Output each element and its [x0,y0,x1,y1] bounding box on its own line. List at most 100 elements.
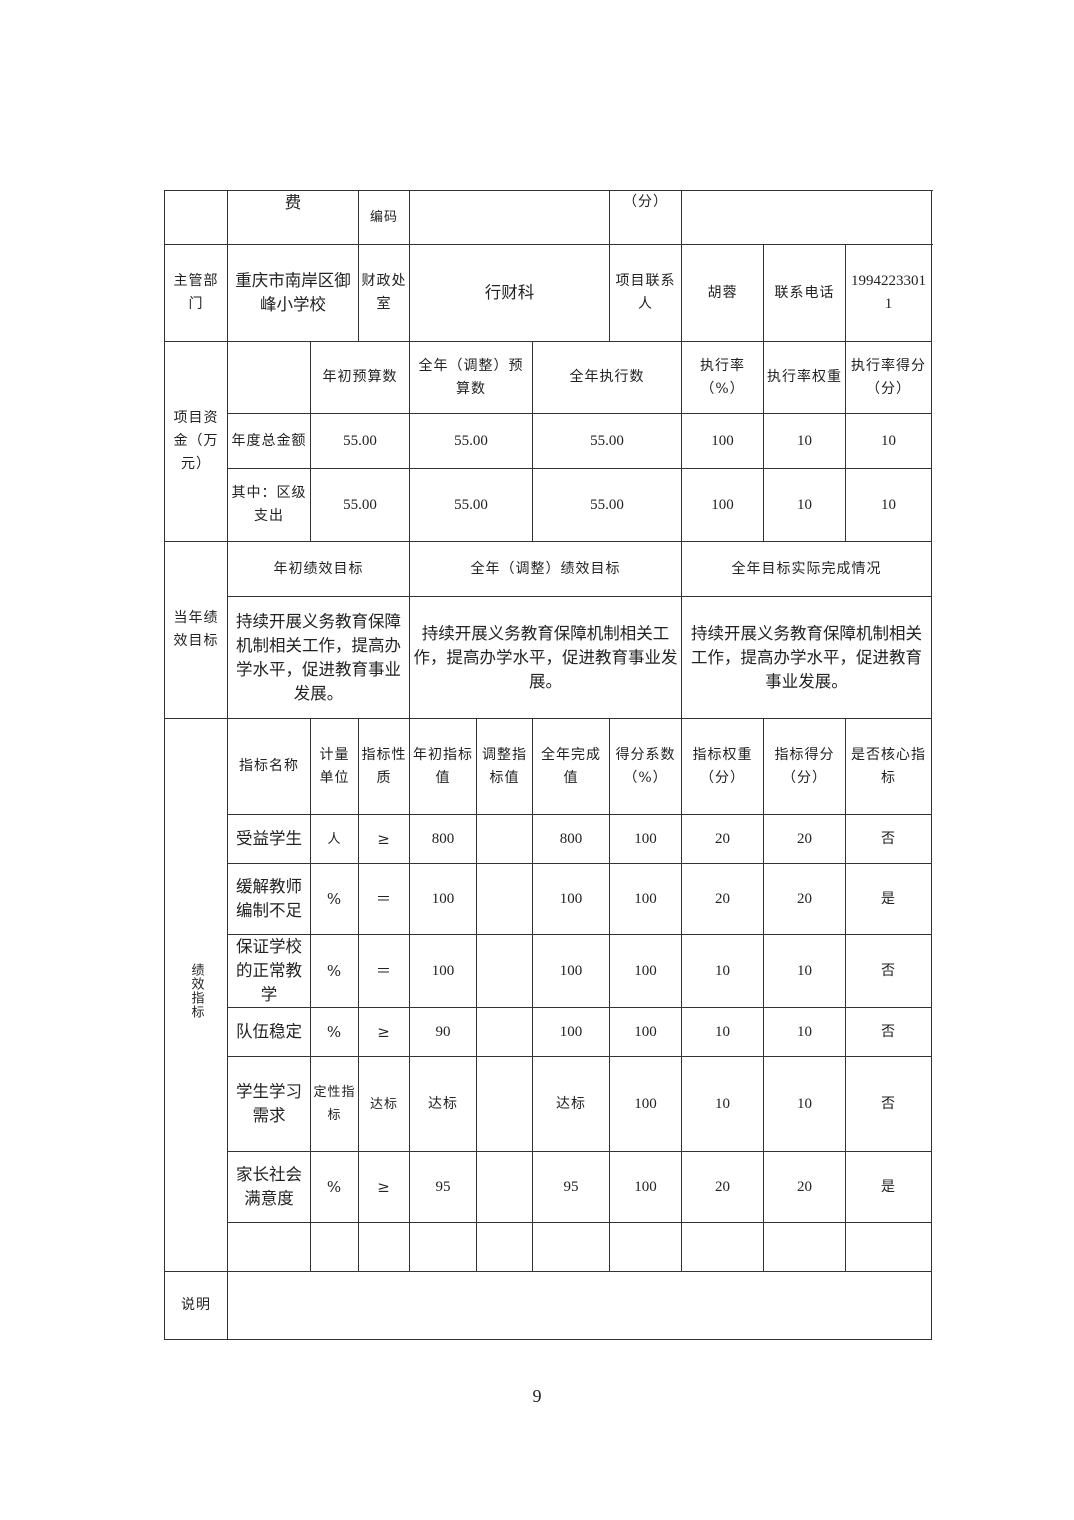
indicator-value: 800 [531,814,611,864]
funds-value: 100 [681,413,765,469]
indicator-value: 100 [409,863,477,935]
code-label: 编码 [358,190,410,245]
indicator-value: ≥ [358,1151,410,1223]
goals-header: 全年（调整）绩效目标 [408,541,683,597]
indicator-header: 是否核心指标 [845,718,933,815]
indicator-name: 受益学生 [227,814,311,864]
empty-cell [681,190,933,245]
indicator-value: % [310,1151,359,1223]
indicator-value: 10 [763,1007,847,1057]
phone-value: 19942233011 [845,244,933,342]
performance-table: 费 编码 （分） 主管部门 重庆市南岸区御峰小学校 财政处室 行财科 项目联系人… [164,190,933,1340]
contact-value: 胡蓉 [681,244,765,342]
indicator-value: 达标 [409,1056,477,1152]
empty-cell [227,341,311,414]
indicator-value: ≥ [358,814,410,864]
funds-value: 55.00 [310,413,410,469]
dept-value: 重庆市南岸区御峰小学校 [227,244,359,342]
funds-header: 全年（调整）预算数 [409,341,533,414]
indicator-value: 20 [681,863,765,935]
indicator-value [476,934,533,1008]
indicator-value: 20 [763,863,847,935]
indicator-value: 是 [845,1151,933,1223]
indicator-value: 20 [763,814,847,864]
indicator-value: 100 [531,934,611,1008]
indicator-value: 20 [763,1151,847,1223]
empty-cell [164,190,228,245]
goals-label: 当年绩效目标 [164,541,228,719]
indicator-value: % [310,863,359,935]
indicators-label-text: 绩效指标 [188,963,204,1019]
funds-value: 10 [763,468,847,542]
indicator-value: 20 [681,1151,765,1223]
notes-value [226,1271,933,1340]
indicator-header: 指标性质 [358,718,410,815]
funds-value: 10 [763,413,847,469]
indicator-name [227,1222,311,1272]
indicator-value: 100 [609,863,683,935]
page-number: 9 [532,1386,542,1406]
indicator-value: 100 [531,1007,611,1057]
dept-label: 主管部门 [164,244,228,342]
indicator-row: 受益学生人 ≥800 800 100 20 20 否 [165,814,933,864]
indicator-value: 800 [409,814,477,864]
goals-header: 年初绩效目标 [227,541,410,597]
indicator-value: 10 [681,1007,765,1057]
indicator-row: 队伍稳定% ≥90 100 100 10 10 否 [165,1007,933,1057]
info-row: 主管部门 重庆市南岸区御峰小学校 财政处室 行财科 项目联系人 胡蓉 联系电话 … [164,244,933,342]
indicator-value [476,863,533,935]
header-row: 费 编码 （分） [164,190,933,245]
indicator-value: 10 [681,934,765,1008]
funds-header-row: 项目资金（万元） 年初预算数 全年（调整）预算数 全年执行数 执行率（%） 执行… [164,341,933,542]
indicator-value [409,1222,477,1272]
indicator-header: 指标得分（分） [763,718,847,815]
indicator-name: 家长社会满意度 [227,1151,311,1223]
indicator-value: 10 [763,1056,847,1152]
indicator-value: % [310,934,359,1008]
indicator-value [681,1222,765,1272]
indicator-header: 全年完成值 [531,718,611,815]
funds-header: 年初预算数 [310,341,410,414]
funds-value: 55.00 [531,468,683,542]
goal-initial: 持续开展义务教育保障机制相关工作，提高办学水平，促进教育事业发展。 [227,596,410,719]
indicator-value [763,1222,847,1272]
indicator-value: % [310,1007,359,1057]
fee-cell: 费 [227,190,359,245]
indicator-value [845,1222,933,1272]
indicator-header: 指标名称 [227,718,311,815]
indicator-value: ＝ [358,863,410,935]
indicator-value [476,1222,533,1272]
indicator-value: 100 [609,1007,683,1057]
indicator-header: 得分系数（%） [609,718,683,815]
indicator-name: 学生学习需求 [227,1056,311,1152]
contact-label: 项目联系人 [609,244,683,342]
indicator-value: 否 [845,814,933,864]
indicator-row: 学生学习需求 定性指标 达标 达标 达标 100 10 10 否 [165,1056,933,1152]
funds-header: 执行率（%） [681,341,765,414]
indicator-value: 100 [609,934,683,1008]
indicator-value: 否 [845,1007,933,1057]
indicator-value: 10 [681,1056,765,1152]
funds-header: 执行率得分（分） [845,341,933,414]
notes-row: 说明 [164,1271,933,1340]
goals-header-row: 当年绩效目标 年初绩效目标 全年（调整）绩效目标 全年目标实际完成情况 [164,541,933,719]
indicator-value: 否 [845,934,933,1008]
indicator-value: 否 [845,1056,933,1152]
indicator-row: 家长社会满意度% ≥95 95 100 20 20 是 [165,1151,933,1223]
funds-row-label: 年度总金额 [227,413,311,469]
funds-label: 项目资金（万元） [164,341,228,542]
funds-value: 10 [845,413,933,469]
funds-value: 55.00 [409,413,533,469]
indicator-value: 100 [609,1056,683,1152]
indicator-value: 人 [310,814,359,864]
funds-row-label: 其中：区级支出 [227,468,311,542]
phone-label: 联系电话 [763,244,847,342]
funds-value: 10 [845,468,933,542]
finance-office-value: 行财科 [408,244,611,342]
indicator-value [476,814,533,864]
funds-row: 年度总金额 55.00 55.00 55.00 100 10 10 [165,413,933,469]
indicator-value: ≥ [358,1007,410,1057]
goals-header: 全年目标实际完成情况 [681,541,933,597]
indicator-name: 队伍稳定 [227,1007,311,1057]
funds-value: 55.00 [310,468,410,542]
